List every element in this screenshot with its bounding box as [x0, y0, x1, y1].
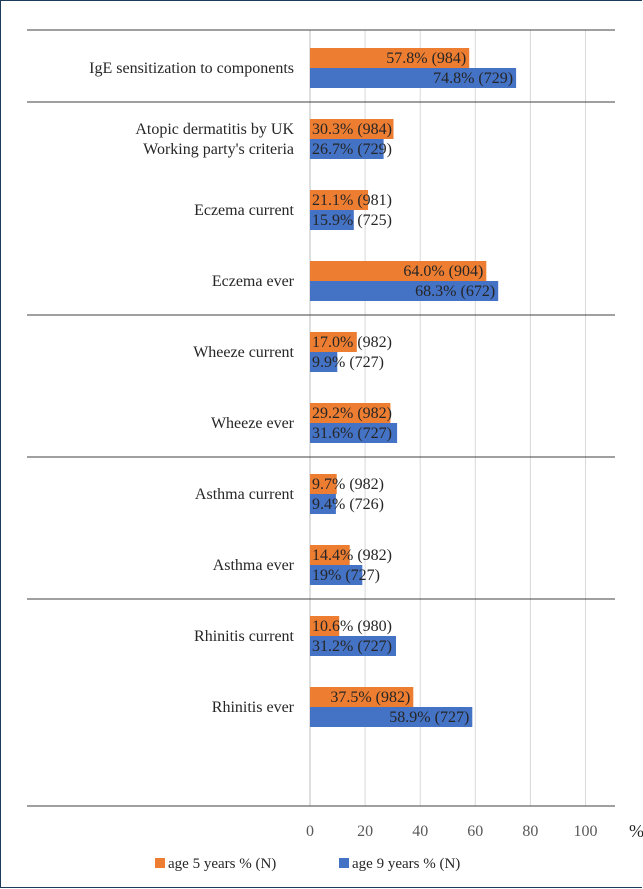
category-labels: IgE sensitization to components Atopic de… — [89, 60, 295, 716]
bar-data-label: 31.6% (727) — [312, 425, 392, 442]
bar-age9 — [310, 423, 398, 443]
category-label: Asthma ever — [213, 557, 295, 574]
bar-data-label: 31.2% (727) — [312, 638, 392, 655]
bar-age9 — [310, 281, 499, 301]
category-label: Rhinitis ever — [212, 699, 295, 716]
bar-data-label: 29.2% (982) — [312, 405, 392, 422]
bar-data-label: 68.3% (672) — [415, 283, 495, 300]
bar-data-label: 57.8% (984) — [386, 50, 466, 67]
x-tick-label: 0 — [306, 823, 314, 840]
bar-data-label: 9.7% (982) — [312, 476, 384, 493]
legend-swatch — [155, 858, 165, 868]
x-axis-ticks: 0 20 40 60 80 100 — [306, 823, 598, 840]
legend: age 5 years % (N) age 9 years % (N) — [155, 856, 460, 872]
bar-age5 — [310, 545, 350, 565]
category-label: Eczema ever — [212, 273, 295, 290]
category-label: Rhinitis current — [194, 628, 295, 645]
bar-age9 — [310, 565, 363, 585]
bar-data-label: 9.4% (726) — [312, 496, 384, 513]
bar-age9 — [310, 210, 354, 230]
bar-age5 — [310, 474, 337, 494]
x-tick-label: 40 — [412, 823, 428, 840]
x-tick-label: 100 — [574, 823, 598, 840]
x-tick-label: 80 — [522, 823, 538, 840]
category-label: Eczema current — [194, 202, 294, 219]
bars: 57.8% (984) 74.8% (729) 30.3% (984) 26.7% (… — [310, 48, 517, 727]
bar-data-label: 19% (727) — [312, 567, 380, 584]
legend-swatch — [339, 858, 349, 868]
bar-age5 — [310, 332, 357, 352]
bar-age5 — [310, 261, 487, 281]
bar-age9 — [310, 352, 338, 372]
bar-data-label: 9.9% (727) — [312, 354, 384, 371]
bar-age5 — [310, 616, 340, 636]
bar-data-label: 10.6% (980) — [312, 618, 392, 635]
bar-data-label: 30.3% (984) — [312, 121, 392, 138]
category-label: Wheeze ever — [211, 415, 295, 432]
bar-age5 — [310, 190, 369, 210]
legend-label: age 5 years % (N) — [168, 856, 276, 872]
bar-data-label: 15.9% (725) — [312, 212, 392, 229]
bar-data-label: 58.9% (727) — [389, 709, 469, 726]
category-label: Asthma current — [195, 486, 295, 503]
x-tick-label: 60 — [467, 823, 483, 840]
x-axis-unit-label: % — [629, 821, 643, 841]
category-label: Wheeze current — [193, 344, 294, 361]
bar-age5 — [310, 403, 391, 423]
bar-age9 — [310, 494, 336, 514]
bar-data-label: 64.0% (904) — [403, 263, 483, 280]
bar-age5 — [310, 48, 470, 68]
legend-label: age 9 years % (N) — [352, 856, 460, 872]
bar-data-label: 74.8% (729) — [433, 70, 513, 87]
bar-data-label: 26.7% (729) — [312, 141, 392, 158]
group-separators — [27, 29, 615, 807]
bar-data-label: 17.0% (982) — [312, 334, 392, 351]
category-label: Atopic dermatitis by UK — [135, 121, 294, 138]
bar-age5 — [310, 687, 414, 707]
bar-data-label: 14.4% (982) — [312, 547, 392, 564]
bar-age9 — [310, 636, 396, 656]
bar-age9 — [310, 68, 517, 88]
bar-data-label: 37.5% (982) — [330, 689, 410, 706]
category-label: IgE sensitization to components — [89, 60, 294, 77]
bar-age9 — [310, 139, 384, 159]
bar-age9 — [310, 707, 473, 727]
x-tick-label: 20 — [357, 823, 373, 840]
bar-data-label: 21.1% (981) — [312, 192, 392, 209]
bar-age5 — [310, 119, 394, 139]
category-label: Working party's criteria — [143, 141, 294, 158]
